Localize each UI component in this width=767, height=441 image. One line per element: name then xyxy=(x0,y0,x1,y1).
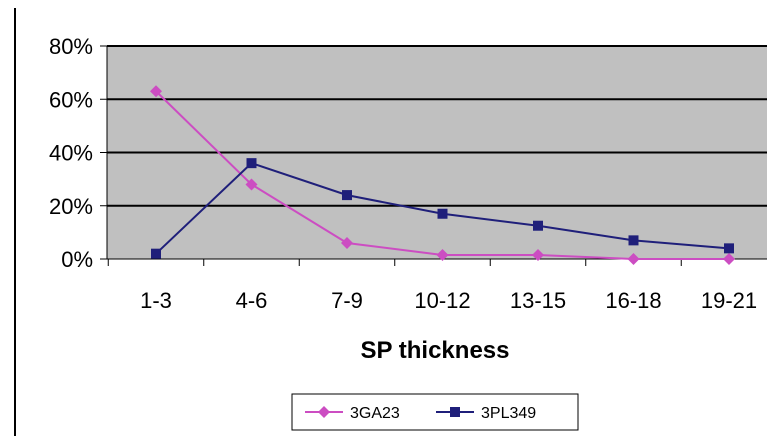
y-axis-tick-label: 20% xyxy=(49,194,93,219)
y-axis-tick-label: 80% xyxy=(49,34,93,59)
data-point-3ga23 xyxy=(436,249,449,262)
x-axis-tick-label: 13-15 xyxy=(510,288,566,313)
data-point-3pl349 xyxy=(246,158,257,169)
data-point-3pl349 xyxy=(151,248,161,259)
legend-label-3pl349: 3PL349 xyxy=(481,405,536,422)
data-point-3pl349 xyxy=(437,208,448,219)
x-axis-tick-label: 16-18 xyxy=(605,288,661,313)
x-axis-tick-label: 10-12 xyxy=(414,288,470,313)
y-axis-tick-label: 40% xyxy=(49,141,93,166)
x-axis-tick-label: 19-21 xyxy=(701,288,757,313)
y-axis-tick-label: 60% xyxy=(49,87,93,112)
data-point-3pl349 xyxy=(628,235,639,246)
data-point-3ga23 xyxy=(627,253,640,265)
data-point-3ga23 xyxy=(245,178,258,191)
gridlines xyxy=(107,45,767,207)
data-point-3pl349 xyxy=(533,220,543,231)
x-axis-tick-label: 1-3 xyxy=(140,288,172,313)
legend-swatch-3ga23-marker xyxy=(318,406,330,418)
legend-label-3ga23: 3GA23 xyxy=(350,405,400,422)
legend-swatch-3pl349-marker xyxy=(450,407,460,417)
y-axis-tick-labels: 0% 20% 40% 60% 80% xyxy=(49,34,93,272)
series xyxy=(150,85,735,265)
data-point-3ga23 xyxy=(532,249,544,262)
data-point-3pl349 xyxy=(724,243,734,254)
data-point-3pl349 xyxy=(342,190,352,201)
x-axis-title: SP thickness xyxy=(361,337,510,364)
x-axis-tick-label: 7-9 xyxy=(331,288,363,313)
data-point-3ga23 xyxy=(723,253,735,265)
data-point-3ga23 xyxy=(150,85,162,98)
x-axis-tick-label: 4-6 xyxy=(236,288,268,313)
data-point-3ga23 xyxy=(341,237,353,250)
y-axis-tick-label: 0% xyxy=(61,247,93,272)
legend: 3GA23 3PL349 xyxy=(291,393,579,431)
x-axis-tick-labels: 1-3 4-6 7-9 10-12 13-15 16-18 19-21 xyxy=(140,288,757,313)
